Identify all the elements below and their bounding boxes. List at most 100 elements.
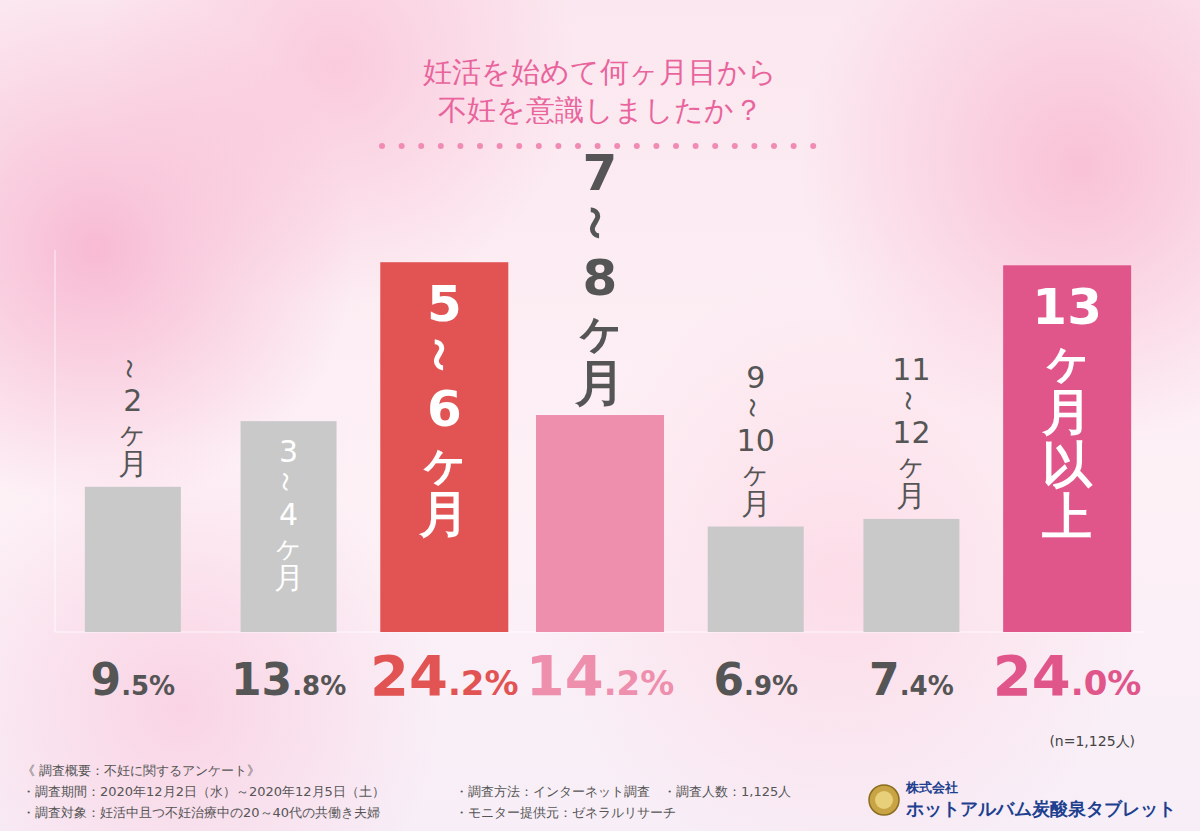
dot — [712, 143, 718, 149]
dot — [810, 143, 816, 149]
dot — [457, 143, 463, 149]
label-glyph: ～ — [893, 386, 928, 416]
label-glyph: 2 — [123, 383, 142, 418]
dot — [418, 143, 424, 149]
data-label-rest: .4% — [900, 671, 954, 701]
dot — [477, 143, 483, 149]
label-glyph: 5 — [427, 275, 462, 333]
data-label-main: 14 — [526, 643, 604, 708]
dot — [693, 143, 699, 149]
dot — [791, 143, 797, 149]
category-label: 3～4ヶ月 — [270, 434, 305, 595]
dot — [399, 143, 405, 149]
label-glyph: 6 — [427, 380, 462, 438]
data-label-main: 7 — [869, 654, 900, 705]
label-glyph: 7 — [583, 144, 618, 202]
title-line: 不妊を意識しましたか？ — [438, 93, 763, 127]
data-label-main: 6 — [713, 654, 744, 705]
bars — [85, 262, 1131, 632]
label-glyph: 上 — [1041, 488, 1092, 546]
credit-company-type: 株式会社 — [905, 780, 958, 795]
labels: ～2ヶ月3～4ヶ月5～6ヶ月7～8ヶ月9～10ヶ月11～12ヶ月13ヶ月以上9.… — [91, 144, 1142, 708]
data-label-rest: .0% — [1071, 663, 1142, 703]
label-glyph: 8 — [583, 249, 618, 307]
dot — [497, 143, 503, 149]
credit-company-name: ホットアルバム炭酸泉タブレット — [905, 798, 1176, 819]
label-glyph: 13 — [1032, 278, 1102, 336]
data-label: 14.2% — [526, 643, 675, 708]
category-label: 11～12ヶ月 — [892, 352, 930, 513]
data-label-rest: .9% — [744, 671, 798, 701]
label-glyph: 月 — [418, 485, 469, 543]
bar — [708, 527, 804, 632]
data-label-rest: .5% — [121, 671, 175, 701]
data-label: 13.8% — [231, 654, 346, 705]
label-glyph: ヶ — [273, 529, 304, 564]
dot — [771, 143, 777, 149]
data-label: 9.5% — [91, 654, 176, 705]
footnote: ・調査対象：妊活中且つ不妊治療中の20～40代の共働き夫婦 — [22, 805, 380, 820]
logo-icon — [869, 785, 899, 815]
dot — [379, 143, 385, 149]
data-label: 6.9% — [713, 654, 798, 705]
title-line: 妊活を始めて何ヶ月目から — [423, 55, 777, 89]
data-label: 24.2% — [370, 643, 519, 708]
y-axis-line — [55, 250, 56, 632]
label-glyph: ～ — [413, 330, 471, 380]
label-glyph: 12 — [892, 415, 930, 450]
label-glyph: ヶ — [117, 415, 148, 450]
title: 妊活を始めて何ヶ月目から不妊を意識しましたか？ — [423, 55, 777, 127]
dot — [653, 143, 659, 149]
label-glyph: ～ — [737, 393, 772, 423]
label-glyph: 月 — [896, 478, 926, 513]
category-label: 5～6ヶ月 — [413, 275, 471, 543]
dot — [516, 143, 522, 149]
bar — [863, 519, 959, 632]
bar — [241, 421, 337, 632]
data-label-main: 9 — [91, 654, 122, 705]
logo-core — [875, 791, 893, 809]
label-glyph: 3 — [279, 434, 298, 469]
chart: 妊活を始めて何ヶ月目から不妊を意識しましたか？～2ヶ月3～4ヶ月5～6ヶ月7～8… — [0, 0, 1200, 831]
label-glyph: 月 — [1041, 383, 1092, 441]
label-glyph: 以 — [1042, 436, 1093, 494]
category-label: ～2ヶ月 — [114, 354, 149, 482]
footnote: ・調査方法：インターネット調査 ・調査人数：1,125人 — [455, 784, 791, 799]
data-label-main: 13 — [231, 654, 292, 705]
label-glyph: ヶ — [1042, 331, 1093, 389]
data-label-rest: .2% — [604, 663, 675, 703]
label-glyph: ～ — [270, 467, 305, 497]
footnote: 《 調査概要：不妊に関するアンケート》 — [22, 763, 260, 778]
category-label: 13ヶ月以上 — [1032, 278, 1102, 546]
category-label: 9～10ヶ月 — [737, 360, 775, 521]
bar — [85, 487, 181, 632]
label-glyph: ～ — [114, 354, 149, 384]
annotation: (n=1,125人) — [1049, 733, 1135, 749]
logo-ring — [869, 785, 899, 815]
data-label: 7.4% — [869, 654, 954, 705]
dot — [575, 143, 581, 149]
label-glyph: 月 — [118, 446, 148, 481]
data-label-rest: .8% — [292, 671, 346, 701]
data-label: 24.0% — [993, 643, 1142, 708]
label-glyph: 11 — [892, 352, 930, 387]
label-glyph: ～ — [569, 198, 627, 248]
dot — [732, 143, 738, 149]
label-glyph: 9 — [746, 360, 765, 395]
bar — [536, 415, 664, 632]
dot — [634, 143, 640, 149]
footnote: ・モニター提供元：ゼネラルリサーチ — [455, 805, 676, 820]
dot — [751, 143, 757, 149]
label-glyph: ヶ — [419, 433, 470, 491]
data-label-rest: .2% — [448, 663, 519, 703]
data-label-main: 24 — [370, 643, 448, 708]
footnote: ・調査期間：2020年12月2日（水）～2020年12月5日（土） — [22, 784, 385, 799]
dot — [673, 143, 679, 149]
label-glyph: 月 — [574, 354, 625, 412]
bar — [1003, 265, 1131, 632]
label-glyph: ヶ — [740, 455, 771, 490]
dot — [536, 143, 542, 149]
dot — [555, 143, 561, 149]
label-glyph: 月 — [274, 560, 304, 595]
label-glyph: 4 — [279, 497, 298, 532]
